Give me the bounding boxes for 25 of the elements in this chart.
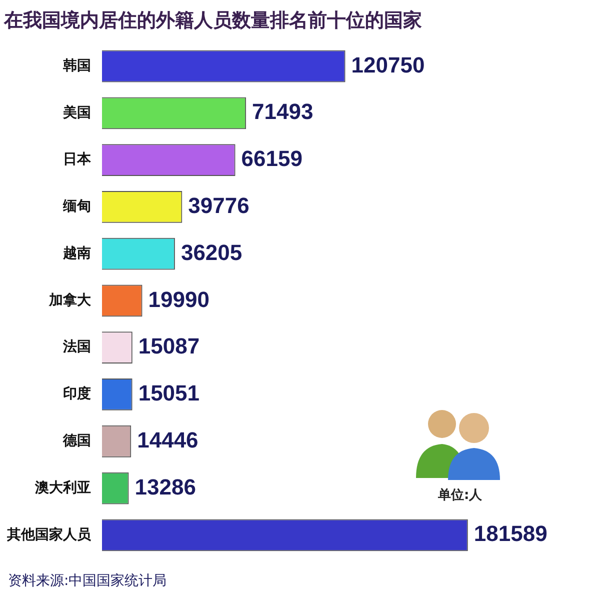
- data-label: 36205: [180, 240, 242, 265]
- y-tick-label: 其他国家人员: [6, 526, 92, 543]
- data-label: 15051: [138, 380, 200, 406]
- data-label: 71493: [252, 99, 314, 124]
- data-label: 39776: [188, 192, 250, 218]
- chart-title: 在我国境内居住的外籍人员数量排名前十位的国家: [3, 9, 422, 32]
- data-label: 66159: [241, 146, 302, 172]
- y-tick-label: 法国: [62, 339, 91, 356]
- data-label: 181589: [474, 521, 548, 546]
- y-tick-label: 越南: [62, 245, 91, 262]
- annotation: 单位:人: [438, 487, 482, 504]
- y-tick-label: 缅甸: [62, 198, 91, 215]
- y-tick-label: 印度: [63, 385, 91, 402]
- y-tick-label: 美国: [62, 104, 91, 121]
- data-label: 19990: [148, 286, 210, 312]
- y-tick-label: 加拿大: [48, 292, 92, 308]
- text: 资料来源:中国国家统计局: [8, 572, 167, 590]
- data-label: 15087: [138, 334, 200, 359]
- y-tick-label: 韩国: [62, 58, 91, 74]
- data-label: 13286: [134, 474, 196, 500]
- y-tick-label: 澳大利亚: [34, 480, 91, 496]
- data-label: 14446: [137, 427, 198, 452]
- y-tick-label: 日本: [63, 152, 92, 168]
- data-label: 120750: [351, 52, 425, 78]
- y-tick-label: 德国: [62, 433, 91, 450]
